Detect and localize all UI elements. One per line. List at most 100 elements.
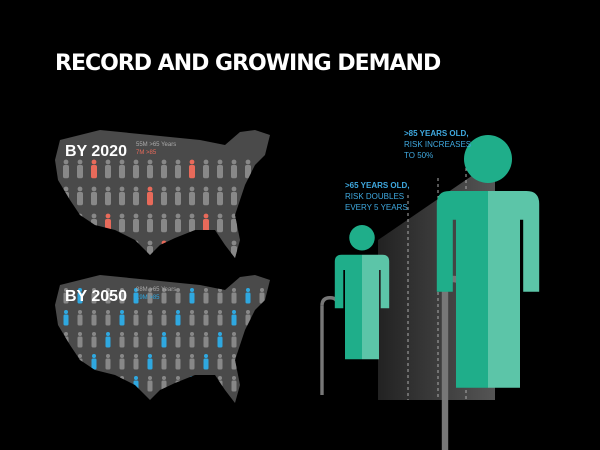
person-icon-body: [133, 358, 139, 370]
person-icon-head: [64, 354, 68, 358]
maps: BY 2020 55M >65 Years 7M >85 BY 2050 88M >65…: [55, 130, 270, 403]
person-icon-head: [105, 213, 111, 219]
elderly-figures: [320, 135, 540, 450]
person-icon-body: [217, 380, 223, 392]
person-icon-body: [133, 380, 139, 392]
person-icon-body: [203, 246, 209, 258]
person-icon-head: [105, 159, 111, 165]
person-icon-body: [175, 246, 181, 258]
person-icon-head: [176, 288, 180, 292]
person-icon-body: [133, 314, 139, 326]
person-icon-head: [231, 159, 237, 165]
person-icon-body: [147, 246, 153, 258]
person-icon-body: [119, 192, 125, 206]
person-icon-head: [161, 159, 167, 165]
person-icon-body: [63, 380, 69, 392]
person-icon-body: [175, 358, 181, 370]
person-icon-body: [203, 292, 209, 304]
person-icon-body: [161, 219, 167, 233]
figure-text: RISK DOUBLES: [345, 192, 404, 201]
person-icon-head: [162, 310, 166, 314]
person-icon-body: [161, 314, 167, 326]
map-stat: 88M >65 Years: [136, 287, 176, 293]
map-stat: 55M >65 Years: [136, 142, 176, 148]
person-icon-body: [259, 292, 265, 304]
person-icon-head: [148, 376, 152, 380]
person-icon-head: [231, 186, 237, 192]
person-icon-body: [231, 219, 237, 233]
person-icon-body: [119, 380, 125, 392]
person-icon-head: [260, 354, 264, 358]
person-icon-head: [120, 288, 124, 292]
person-icon-body: [161, 292, 167, 304]
title: RECORD AND GROWING DEMAND: [55, 51, 441, 76]
person-icon-body: [147, 380, 153, 392]
person-icon-head: [176, 332, 180, 336]
person-icon-head: [218, 332, 222, 336]
person-icon-body: [259, 246, 265, 258]
person-icon-head: [245, 186, 251, 192]
person-icon-head: [64, 310, 68, 314]
person-icon-body: [189, 246, 195, 258]
figure-body-left: [436, 191, 489, 388]
person-icon-head: [190, 354, 194, 358]
person-icon-body: [245, 314, 251, 326]
person-icon-head: [161, 240, 167, 246]
person-icon-head: [175, 240, 181, 246]
person-icon-head: [259, 186, 265, 192]
person-icon-body: [147, 358, 153, 370]
person-icon-head: [78, 354, 82, 358]
person-icon-head: [63, 159, 69, 165]
person-icon-body: [161, 336, 167, 348]
person-icon-body: [189, 358, 195, 370]
person-icon-head: [217, 240, 223, 246]
person-icon-body: [119, 219, 125, 233]
person-icon-head: [161, 186, 167, 192]
person-icon-body: [259, 380, 265, 392]
person-icon-head: [162, 288, 166, 292]
person-icon-head: [92, 354, 96, 358]
person-icon-head: [147, 213, 153, 219]
person-icon-body: [203, 380, 209, 392]
person-icon-body: [175, 380, 181, 392]
person-icon-head: [232, 332, 236, 336]
person-icon-body: [119, 292, 125, 304]
person-icon-body: [91, 336, 97, 348]
person-icon-body: [91, 314, 97, 326]
person-icon-body: [189, 336, 195, 348]
person-icon-head: [189, 186, 195, 192]
person-icon-head: [204, 376, 208, 380]
person-icon-head: [204, 332, 208, 336]
person-icon-head: [190, 376, 194, 380]
person-icon-body: [161, 380, 167, 392]
person-icon-body: [147, 192, 153, 206]
person-icon-body: [259, 336, 265, 348]
person-icon-head: [148, 332, 152, 336]
person-icon-body: [203, 219, 209, 233]
person-icon-head: [134, 288, 138, 292]
person-icon-head: [260, 376, 264, 380]
person-icon-body: [259, 192, 265, 206]
person-icon-body: [245, 380, 251, 392]
person-icon-head: [106, 310, 110, 314]
person-icon-head: [260, 288, 264, 292]
person-icon-body: [119, 246, 125, 258]
person-icon-head: [204, 288, 208, 292]
person-icon-body: [259, 219, 265, 233]
person-icon-body: [77, 292, 83, 304]
person-icon-body: [189, 192, 195, 206]
person-icon-body: [91, 246, 97, 258]
person-icon-body: [175, 219, 181, 233]
person-icon-head: [91, 186, 97, 192]
person-icon-head: [133, 213, 139, 219]
person-icon-head: [92, 288, 96, 292]
person-icon-body: [63, 358, 69, 370]
person-icon-body: [91, 380, 97, 392]
person-icon-head: [120, 376, 124, 380]
person-icon-body: [63, 192, 69, 206]
person-icon-head: [259, 213, 265, 219]
person-icon-body: [119, 358, 125, 370]
map-label: BY 2020: [65, 143, 127, 160]
person-icon-head: [176, 310, 180, 314]
